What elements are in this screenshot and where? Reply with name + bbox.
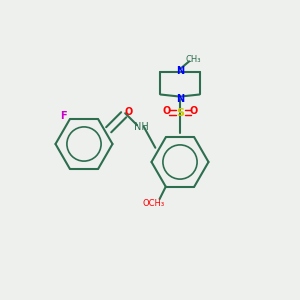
Text: N: N [176,94,184,104]
Text: N: N [176,65,184,76]
Text: CH₃: CH₃ [186,55,201,64]
Text: F: F [60,111,67,121]
Text: O: O [189,106,198,116]
Text: O: O [124,107,132,117]
Text: S: S [176,107,184,118]
Text: NH: NH [134,122,149,132]
Text: O: O [162,106,171,116]
Text: OCH₃: OCH₃ [143,199,165,208]
